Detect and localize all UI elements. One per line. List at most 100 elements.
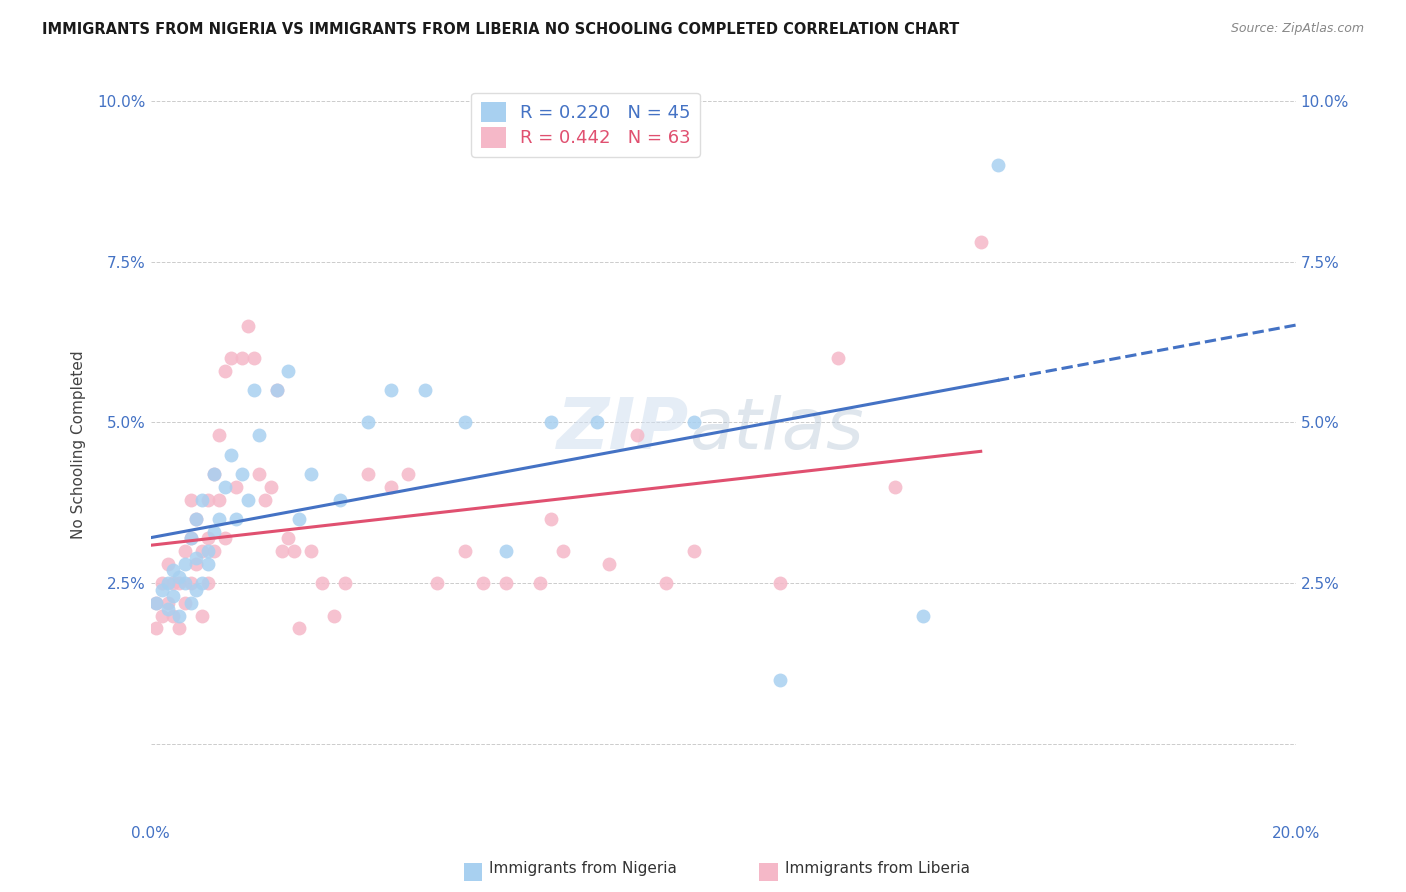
- Point: [299, 544, 322, 558]
- Point: [322, 608, 344, 623]
- Point: [683, 416, 706, 430]
- Y-axis label: No Schooling Completed: No Schooling Completed: [72, 351, 86, 540]
- Point: [277, 364, 299, 378]
- Point: [219, 448, 242, 462]
- Point: [180, 576, 202, 591]
- Point: [208, 492, 231, 507]
- Point: [277, 531, 299, 545]
- Point: [242, 384, 264, 398]
- Point: [231, 467, 253, 481]
- Point: [328, 492, 350, 507]
- Point: [454, 544, 477, 558]
- Point: [202, 467, 225, 481]
- Point: [495, 576, 517, 591]
- Point: [266, 384, 288, 398]
- Text: Immigrants from Nigeria: Immigrants from Nigeria: [489, 861, 678, 876]
- Point: [471, 576, 494, 591]
- Point: [266, 384, 288, 398]
- Point: [271, 544, 294, 558]
- Point: [912, 608, 935, 623]
- Point: [202, 544, 225, 558]
- Point: [827, 351, 849, 365]
- Point: [236, 318, 259, 333]
- Point: [396, 467, 419, 481]
- Point: [197, 531, 219, 545]
- Text: ZIP: ZIP: [557, 395, 689, 465]
- Point: [162, 564, 184, 578]
- Point: [283, 544, 305, 558]
- Point: [150, 582, 173, 597]
- Point: [311, 576, 333, 591]
- Point: [186, 557, 208, 571]
- Point: [191, 492, 214, 507]
- Point: [415, 384, 437, 398]
- Point: [626, 428, 648, 442]
- Legend: R = 0.220   N = 45, R = 0.442   N = 63: R = 0.220 N = 45, R = 0.442 N = 63: [471, 93, 700, 157]
- Point: [208, 512, 231, 526]
- Point: [987, 158, 1010, 172]
- Point: [156, 557, 179, 571]
- Point: [180, 531, 202, 545]
- Text: IMMIGRANTS FROM NIGERIA VS IMMIGRANTS FROM LIBERIA NO SCHOOLING COMPLETED CORREL: IMMIGRANTS FROM NIGERIA VS IMMIGRANTS FR…: [42, 22, 959, 37]
- Point: [214, 364, 236, 378]
- Point: [162, 576, 184, 591]
- Point: [288, 621, 311, 635]
- Point: [197, 544, 219, 558]
- Point: [219, 351, 242, 365]
- Point: [167, 608, 190, 623]
- Point: [540, 512, 562, 526]
- Point: [236, 492, 259, 507]
- Point: [540, 416, 562, 430]
- Point: [586, 416, 609, 430]
- Point: [150, 576, 173, 591]
- Text: Immigrants from Liberia: Immigrants from Liberia: [785, 861, 970, 876]
- Point: [247, 428, 270, 442]
- Point: [426, 576, 449, 591]
- Point: [598, 557, 620, 571]
- Point: [145, 596, 167, 610]
- Point: [174, 544, 197, 558]
- Point: [529, 576, 551, 591]
- Point: [357, 416, 380, 430]
- Point: [191, 576, 214, 591]
- Point: [180, 492, 202, 507]
- Point: [162, 608, 184, 623]
- Point: [202, 467, 225, 481]
- Point: [174, 576, 197, 591]
- Point: [145, 596, 167, 610]
- Point: [180, 531, 202, 545]
- Point: [231, 351, 253, 365]
- Point: [167, 621, 190, 635]
- Point: [186, 550, 208, 565]
- Point: [254, 492, 277, 507]
- Point: [167, 576, 190, 591]
- Point: [191, 608, 214, 623]
- Point: [970, 235, 993, 250]
- Point: [191, 544, 214, 558]
- Point: [186, 512, 208, 526]
- Point: [150, 608, 173, 623]
- Point: [162, 589, 184, 603]
- Point: [214, 531, 236, 545]
- Point: [180, 596, 202, 610]
- Point: [225, 480, 247, 494]
- Point: [242, 351, 264, 365]
- Point: [225, 512, 247, 526]
- Point: [186, 582, 208, 597]
- Point: [495, 544, 517, 558]
- Point: [156, 576, 179, 591]
- Point: [247, 467, 270, 481]
- Text: Source: ZipAtlas.com: Source: ZipAtlas.com: [1230, 22, 1364, 36]
- Point: [145, 621, 167, 635]
- Point: [197, 557, 219, 571]
- Point: [260, 480, 283, 494]
- Point: [454, 416, 477, 430]
- Text: atlas: atlas: [689, 395, 863, 465]
- Point: [357, 467, 380, 481]
- Point: [769, 673, 792, 687]
- Point: [551, 544, 574, 558]
- Point: [208, 428, 231, 442]
- Point: [683, 544, 706, 558]
- Point: [156, 602, 179, 616]
- Point: [202, 524, 225, 539]
